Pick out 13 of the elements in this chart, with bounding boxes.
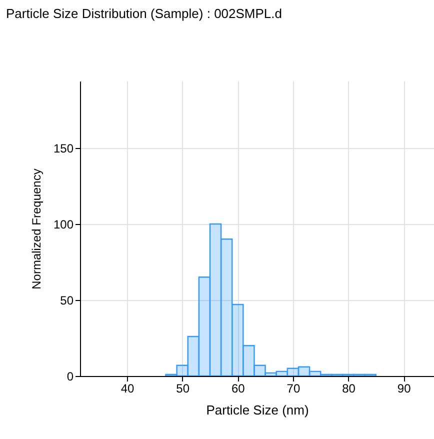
x-tick-label: 60 bbox=[231, 382, 246, 396]
chart-title: Particle Size Distribution (Sample) : 002SMPL.d bbox=[6, 6, 282, 21]
x-tick-label: 40 bbox=[120, 382, 135, 396]
x-tick-label: 80 bbox=[342, 382, 356, 396]
x-axis-title: Particle Size (nm) bbox=[206, 402, 309, 418]
x-tick-label: 70 bbox=[286, 382, 300, 396]
x-tick-label: 50 bbox=[176, 382, 190, 396]
y-tick-label: 100 bbox=[53, 217, 74, 232]
x-tick-label: 90 bbox=[397, 382, 412, 396]
y-tick-label: 150 bbox=[53, 141, 74, 156]
y-axis-title: Normalized Frequency bbox=[29, 168, 44, 290]
y-tick-label: 50 bbox=[60, 293, 74, 308]
y-tick-label: 0 bbox=[66, 370, 74, 384]
